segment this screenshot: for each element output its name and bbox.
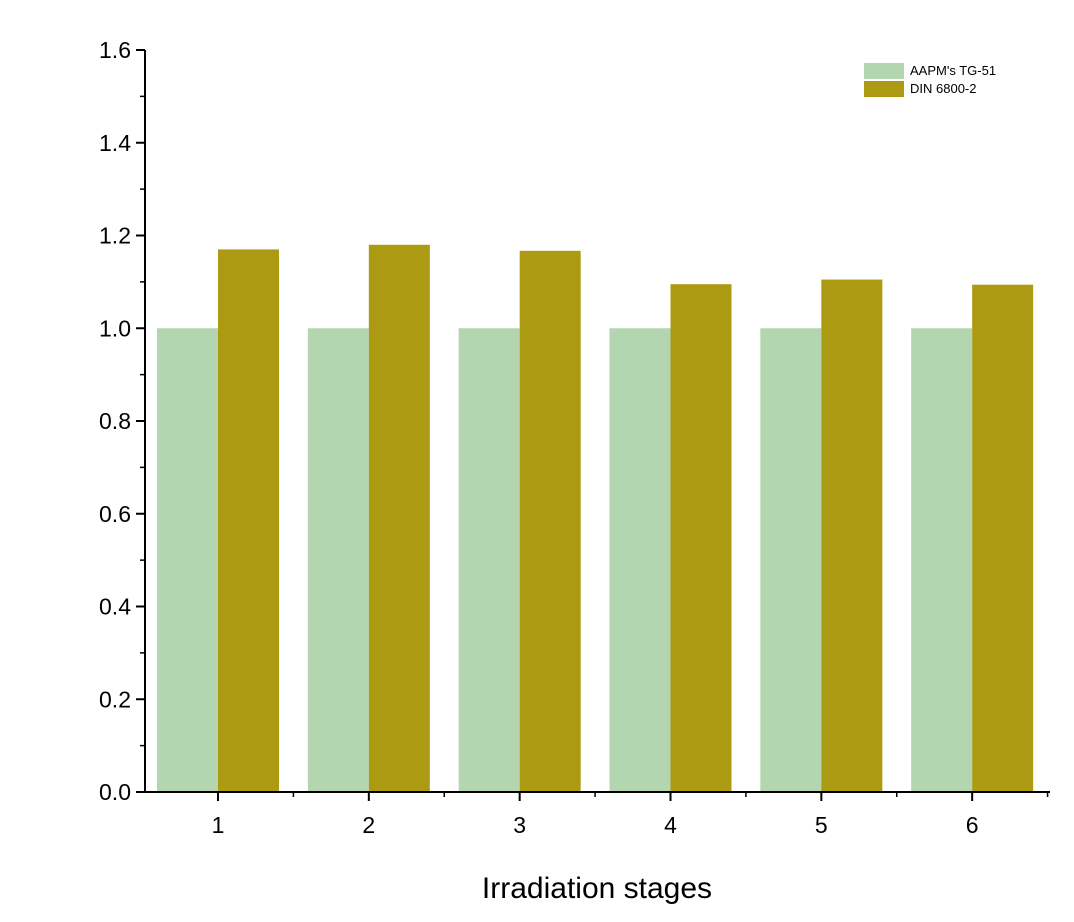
bar-series1-stage-6 [911, 328, 973, 792]
x-tick-label: 3 [513, 812, 526, 838]
bar-series2-stage-1 [218, 249, 279, 793]
y-tick-label: 0.0 [99, 779, 131, 805]
x-tick-label: 6 [966, 812, 979, 838]
y-tick-label: 1.0 [99, 315, 131, 341]
bar-series2-stage-3 [519, 250, 581, 792]
bar-series1-stage-1 [157, 328, 218, 792]
legend-label-series1: AAPM's TG-51 [910, 63, 996, 78]
bar-series1-stage-4 [609, 328, 671, 792]
axes-group [136, 49, 1050, 801]
y-tick-label: 0.2 [99, 686, 131, 712]
tick-labels-group: 0.0 0.2 0.4 0.6 0.8 1.0 1.2 1.4 1.6 1 2 3 4 5 6 [99, 37, 979, 838]
x-tick-label: 4 [664, 812, 677, 838]
legend-swatch-series2 [864, 81, 904, 97]
bar-series1-stage-5 [760, 328, 822, 792]
y-tick-label: 0.6 [99, 501, 131, 527]
y-tick-label: 0.4 [99, 594, 131, 620]
y-tick-label: 1.6 [99, 37, 131, 63]
legend: AAPM's TG-51 DIN 6800-2 [864, 63, 996, 97]
x-axis-title: Irradiation stages [482, 872, 712, 905]
x-tick-label: 1 [212, 812, 225, 838]
bar-series2-stage-4 [670, 284, 732, 792]
x-tick-label: 5 [815, 812, 828, 838]
bars-group [157, 244, 1034, 793]
bar-series1-stage-2 [307, 328, 369, 792]
bar-series2-stage-5 [821, 279, 883, 792]
legend-label-series2: DIN 6800-2 [910, 81, 976, 96]
bar-series2-stage-6 [972, 284, 1034, 792]
bar-series1-stage-3 [458, 328, 520, 792]
legend-swatch-series1 [864, 63, 904, 79]
y-tick-label: 0.8 [99, 408, 131, 434]
bar-series2-stage-2 [368, 244, 430, 792]
y-tick-label: 1.2 [99, 223, 131, 249]
y-tick-label: 1.4 [99, 130, 131, 156]
x-tick-label: 2 [362, 812, 375, 838]
